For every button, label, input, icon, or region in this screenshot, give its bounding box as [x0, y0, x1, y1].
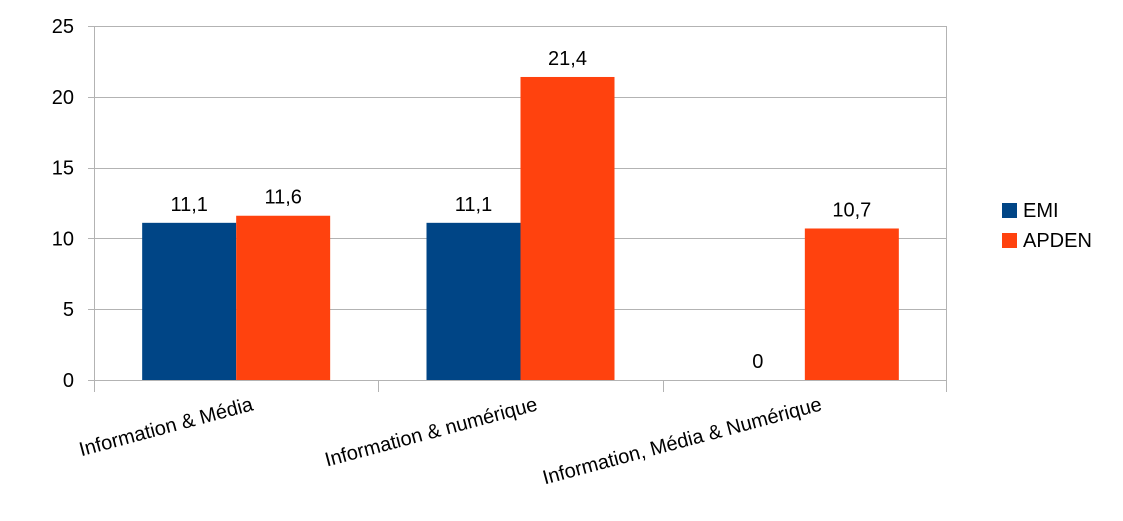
bar-apden-information-media-numerique	[804, 228, 899, 380]
x-tick-label: Information & Média	[77, 393, 256, 461]
bar-apden-information-media	[236, 215, 331, 380]
x-tick-label: Information, Média & Numérique	[540, 394, 824, 490]
data-labels: 11,1 11,6 11,1 21,4 0 10,7	[170, 48, 871, 373]
y-tick-label: 0	[63, 370, 74, 392]
x-tick-label: Information & numérique	[323, 394, 540, 472]
legend-label-apden: APDEN	[1023, 230, 1092, 252]
y-tick-label: 20	[52, 87, 74, 109]
data-label-apden-information-numerique: 21,4	[548, 48, 587, 70]
legend-swatch-apden	[1002, 233, 1017, 248]
data-label-emi-information-media: 11,1	[170, 194, 207, 216]
bar-apden-information-numerique	[520, 76, 615, 380]
y-tick-label: 15	[52, 158, 74, 180]
bar-emi-information-media	[142, 222, 237, 380]
legend: EMI APDEN	[1002, 200, 1092, 252]
data-label-emi-information-numerique: 11,1	[455, 194, 492, 216]
legend-label-emi: EMI	[1023, 200, 1059, 222]
y-tick-label: 5	[63, 299, 74, 321]
y-tick-label: 10	[52, 228, 74, 250]
y-tick-label: 25	[52, 16, 74, 38]
data-label-apden-information-media-numerique: 10,7	[832, 199, 871, 221]
bars	[142, 76, 899, 380]
data-label-apden-information-media: 11,6	[264, 187, 301, 209]
legend-swatch-emi	[1002, 203, 1017, 218]
bar-emi-information-numerique	[426, 222, 521, 380]
data-label-emi-information-media-numerique: 0	[752, 351, 763, 373]
